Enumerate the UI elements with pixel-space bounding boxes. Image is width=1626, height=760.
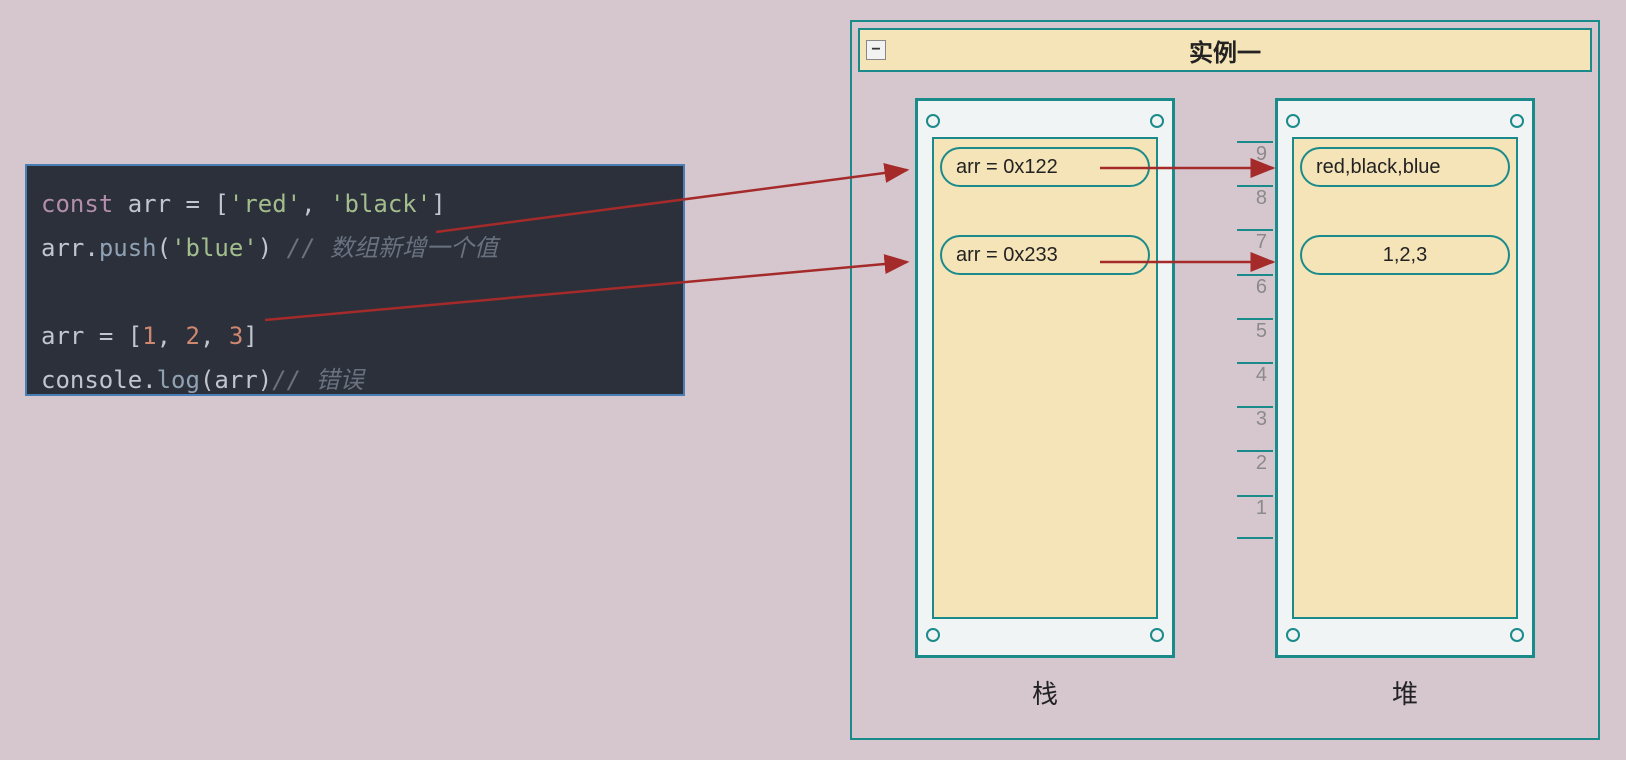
- panel-body: arr = 0x122 arr = 0x233 栈 9 8 7 6 5 4 3 …: [858, 78, 1592, 738]
- example-panel: − 实例一 arr = 0x122 arr = 0x233 栈: [850, 20, 1600, 740]
- code-line-4: arr = [1, 2, 3]: [41, 314, 669, 358]
- var-arr-2: arr: [41, 322, 84, 350]
- paren-open-2: (: [200, 366, 214, 394]
- keyword-const: const: [41, 190, 113, 218]
- string-blue: 'blue': [171, 234, 258, 262]
- num-2: 2: [186, 322, 200, 350]
- handle-circle-icon: [1150, 114, 1164, 128]
- fn-log: log: [157, 366, 200, 394]
- code-line-5: console.log(arr)// 错误: [41, 358, 669, 402]
- handle-circle-icon: [926, 628, 940, 642]
- stack-body: arr = 0x122 arr = 0x233: [932, 137, 1158, 619]
- collapse-icon[interactable]: −: [866, 40, 886, 60]
- handle-circle-icon: [1510, 628, 1524, 642]
- ruler-label: 8: [1256, 187, 1267, 210]
- string-black: 'black': [330, 190, 431, 218]
- ruler-label: 7: [1256, 231, 1267, 254]
- handle-circle-icon: [1510, 114, 1524, 128]
- num-3: 3: [229, 322, 243, 350]
- code-line-2: arr.push('blue') // 数组新增一个值: [41, 226, 669, 270]
- ruler-tick: 2: [1237, 450, 1273, 494]
- ruler-label: 1: [1256, 497, 1267, 520]
- ruler-tick: 4: [1237, 362, 1273, 406]
- ruler-label: 4: [1256, 364, 1267, 387]
- dot: .: [84, 234, 98, 262]
- paren-close: ): [258, 234, 272, 262]
- ruler-label: 9: [1256, 143, 1267, 166]
- stack-bottom-handle: [924, 621, 1166, 649]
- stack-cell-text: arr = 0x233: [956, 244, 1058, 267]
- heap-cell-text: red,black,blue: [1316, 156, 1441, 179]
- panel-title-text: 实例一: [1189, 33, 1261, 68]
- bracket-open: [: [214, 190, 228, 218]
- code-line-3: [41, 270, 669, 314]
- heap-container: red,black,blue 1,2,3: [1275, 98, 1535, 658]
- ruler-label: 3: [1256, 408, 1267, 431]
- handle-circle-icon: [926, 114, 940, 128]
- comma: ,: [301, 190, 315, 218]
- heap-cell-text: 1,2,3: [1383, 244, 1427, 267]
- comment-push: // 数组新增一个值: [287, 234, 498, 262]
- ruler-tick: 1: [1237, 495, 1273, 539]
- heap-column: 9 8 7 6 5 4 3 2 1 red,black,blue 1,2,3: [1275, 98, 1535, 738]
- stack-cell-text: arr = 0x122: [956, 156, 1058, 179]
- handle-circle-icon: [1286, 628, 1300, 642]
- dot-2: .: [142, 366, 156, 394]
- ruler-tick: 8: [1237, 185, 1273, 229]
- ruler-label: 2: [1256, 452, 1267, 475]
- fn-push: push: [99, 234, 157, 262]
- ruler-tick: 7: [1237, 229, 1273, 273]
- bracket-open-2: [: [128, 322, 142, 350]
- stack-top-handle: [924, 107, 1166, 135]
- code-line-1: const arr = ['red', 'black']: [41, 182, 669, 226]
- comment-error: // 错误: [272, 366, 363, 394]
- stack-column: arr = 0x122 arr = 0x233 栈: [915, 98, 1175, 738]
- panel-title-bar: − 实例一: [858, 28, 1592, 72]
- handle-circle-icon: [1286, 114, 1300, 128]
- ruler-tick: 9: [1237, 141, 1273, 185]
- comma-1: ,: [157, 322, 171, 350]
- ruler-label: 5: [1256, 320, 1267, 343]
- heap-ruler: 9 8 7 6 5 4 3 2 1: [1237, 142, 1273, 540]
- paren-open: (: [157, 234, 171, 262]
- paren-close-2: ): [258, 366, 272, 394]
- ruler-label: 6: [1256, 276, 1267, 299]
- heap-cell-0: red,black,blue: [1300, 147, 1510, 187]
- bracket-close-2: ]: [243, 322, 257, 350]
- heap-label: 堆: [1392, 674, 1418, 711]
- ruler-tick: 5: [1237, 318, 1273, 362]
- string-red: 'red': [229, 190, 301, 218]
- bracket-close: ]: [431, 190, 445, 218]
- ruler-tick: 6: [1237, 274, 1273, 318]
- heap-body: red,black,blue 1,2,3: [1292, 137, 1518, 619]
- stack-label: 栈: [1032, 674, 1058, 711]
- heap-cell-1: 1,2,3: [1300, 235, 1510, 275]
- code-block: const arr = ['red', 'black'] arr.push('b…: [25, 164, 685, 396]
- stack-cell-1: arr = 0x233: [940, 235, 1150, 275]
- arg-arr: arr: [214, 366, 257, 394]
- stack-container: arr = 0x122 arr = 0x233: [915, 98, 1175, 658]
- handle-circle-icon: [1150, 628, 1164, 642]
- ruler-tick: 3: [1237, 406, 1273, 450]
- stack-cell-0: arr = 0x122: [940, 147, 1150, 187]
- collapse-symbol: −: [871, 42, 880, 58]
- op-equals-2: =: [99, 322, 113, 350]
- var-arr: arr: [128, 190, 171, 218]
- op-equals: =: [186, 190, 200, 218]
- heap-top-handle: [1284, 107, 1526, 135]
- obj-console: console: [41, 366, 142, 394]
- num-1: 1: [142, 322, 156, 350]
- heap-bottom-handle: [1284, 621, 1526, 649]
- obj-arr: arr: [41, 234, 84, 262]
- comma-2: ,: [200, 322, 214, 350]
